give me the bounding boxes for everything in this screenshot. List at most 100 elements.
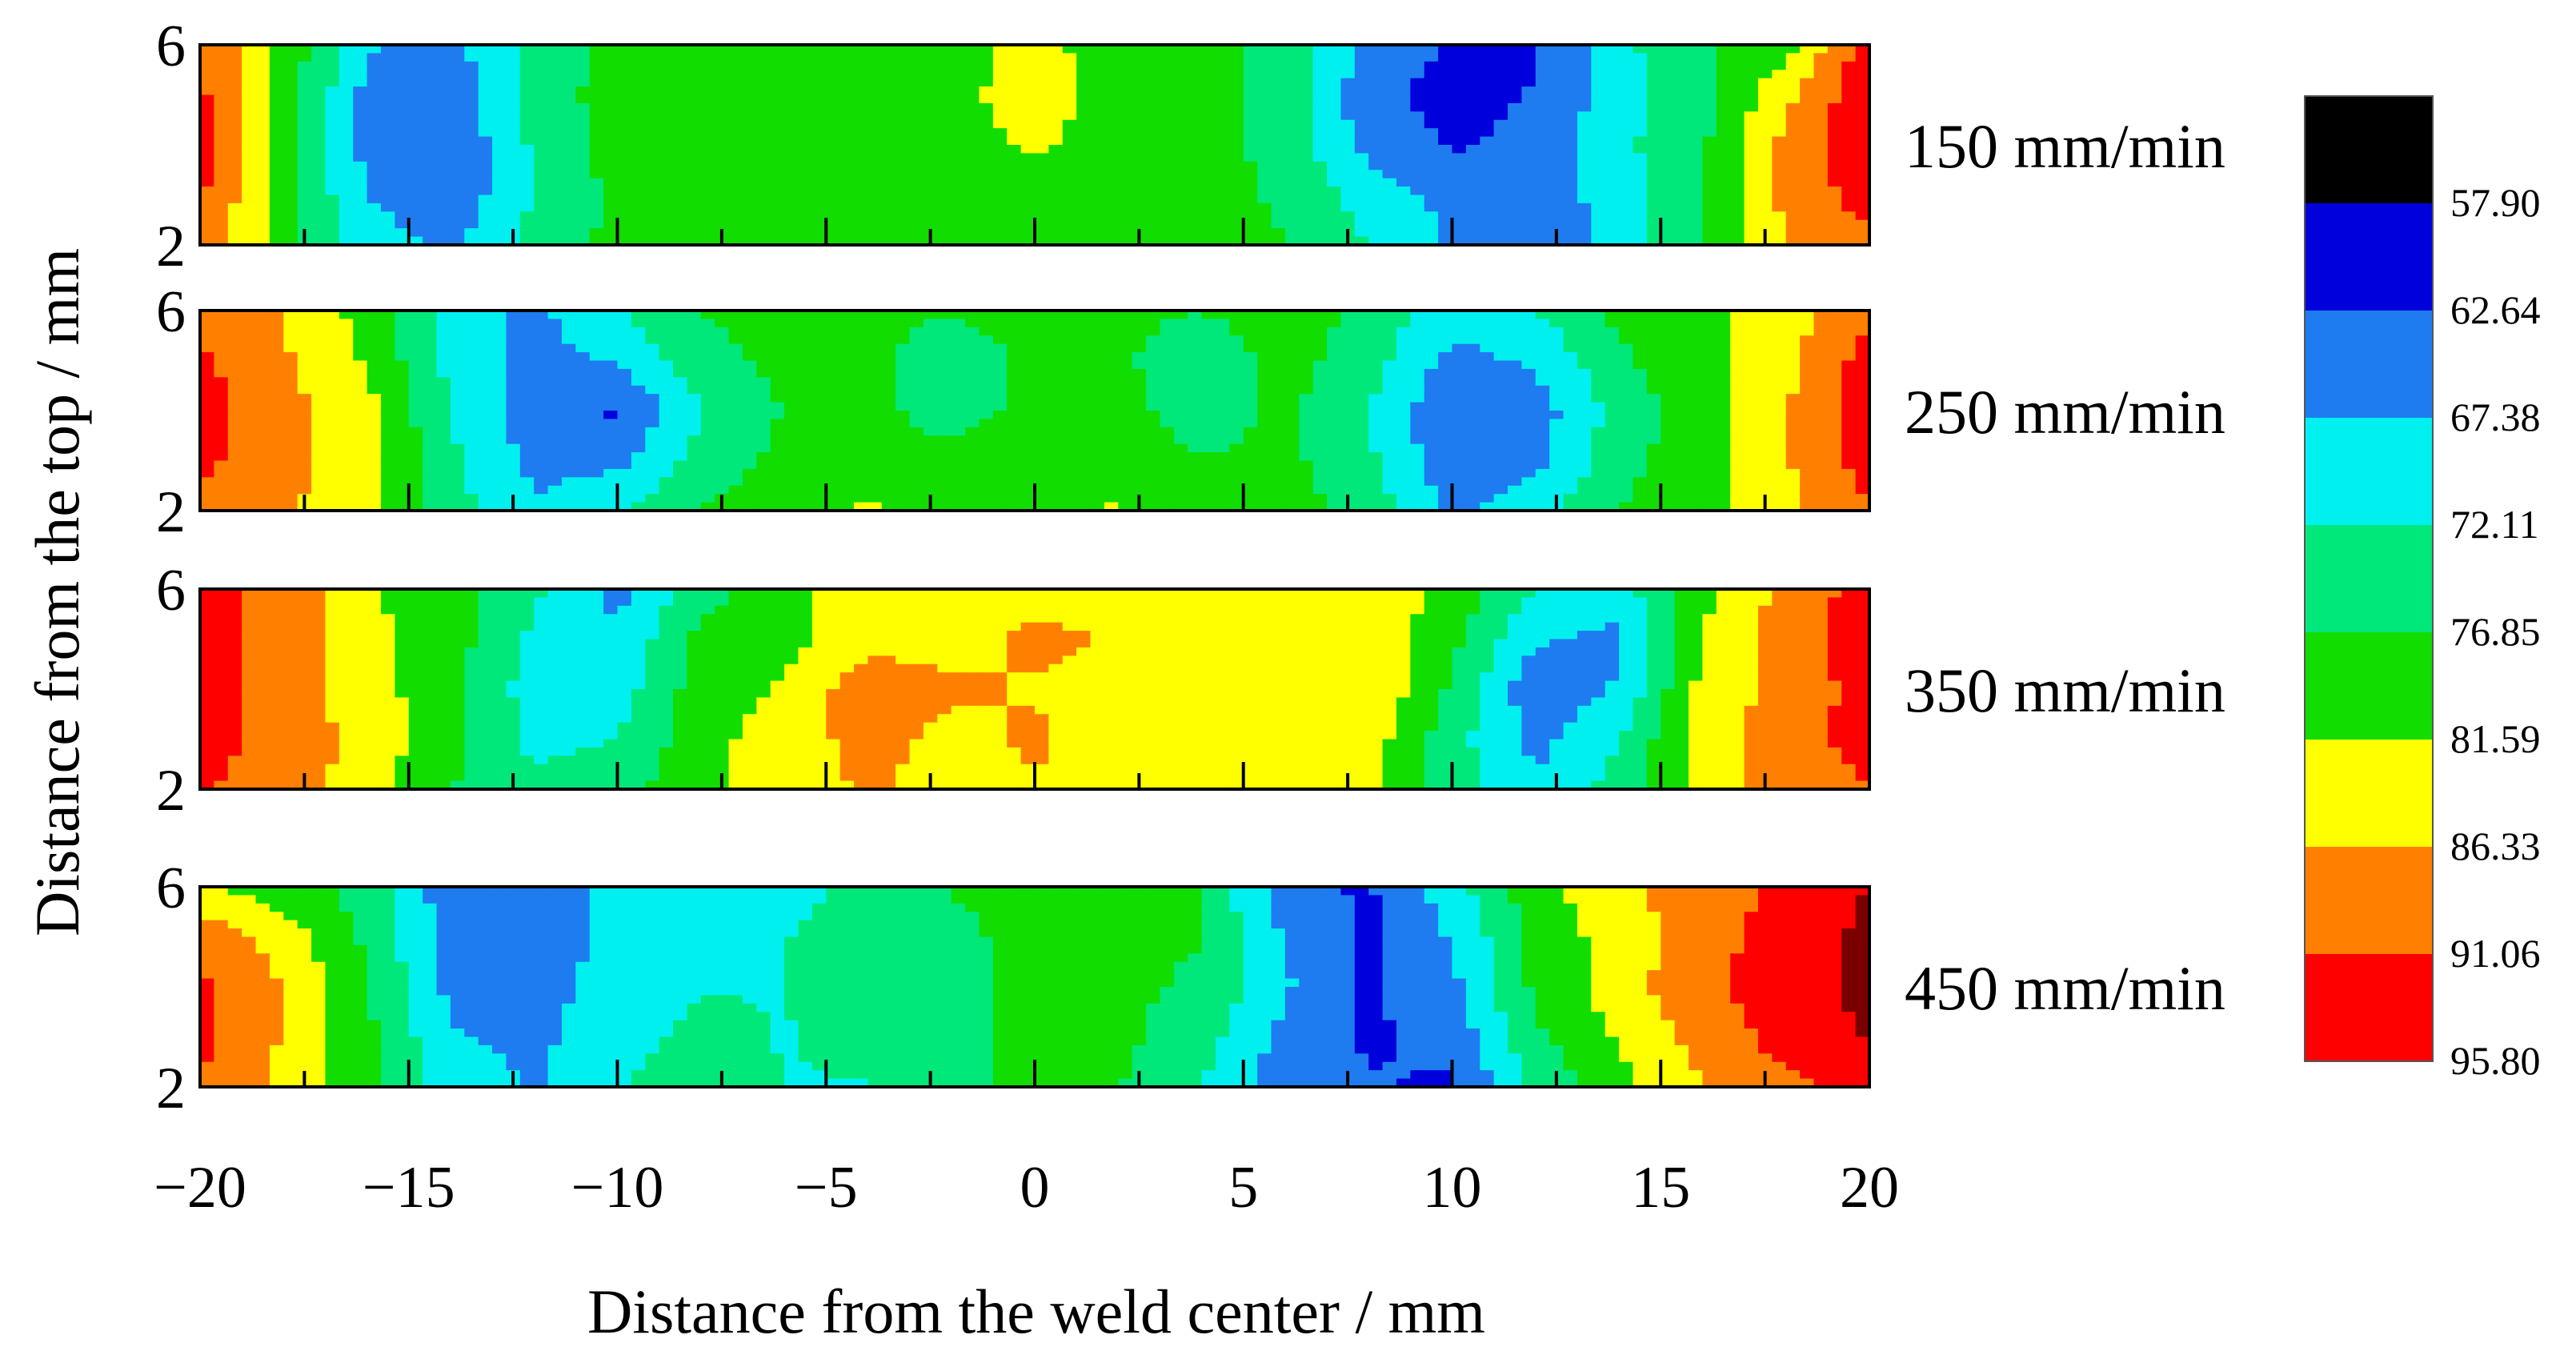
contour-cell <box>1800 170 1815 179</box>
contour-cell <box>547 435 563 445</box>
contour-cell <box>269 335 285 345</box>
contour-cell <box>1257 452 1272 462</box>
contour-cell <box>423 368 438 379</box>
contour-cell <box>1104 161 1120 171</box>
contour-cell <box>200 327 215 337</box>
contour-cell <box>575 352 591 362</box>
contour-cell <box>1438 343 1453 353</box>
contour-cell <box>715 170 730 179</box>
contour-cell <box>756 128 771 138</box>
contour-cell <box>408 402 423 411</box>
contour-cell <box>854 78 869 87</box>
contour-cell <box>395 377 410 387</box>
contour-cell <box>1340 343 1356 353</box>
contour-cell <box>770 435 785 445</box>
contour-cell <box>1146 343 1161 353</box>
contour-cell <box>951 311 966 320</box>
contour-cell <box>367 319 382 328</box>
contour-cell <box>1549 102 1564 113</box>
contour-cell <box>1173 194 1189 204</box>
contour-cell <box>715 194 730 204</box>
contour-cell <box>450 178 466 187</box>
contour-cell <box>561 452 577 462</box>
contour-cell <box>881 236 896 246</box>
contour-cell <box>339 360 355 370</box>
contour-cell <box>1591 443 1606 453</box>
contour-cell <box>1633 202 1648 213</box>
contour-cell <box>826 61 841 71</box>
contour-cell <box>1312 402 1328 411</box>
contour-cell <box>1841 211 1857 221</box>
contour-cell <box>617 102 632 113</box>
contour-cell <box>339 385 355 395</box>
contour-cell <box>311 343 327 353</box>
contour-cell <box>1576 102 1592 113</box>
contour-cell <box>367 119 382 129</box>
contour-cell <box>1508 94 1523 104</box>
contour-cell <box>700 394 715 403</box>
contour-cell <box>1382 319 1397 328</box>
contour-cell <box>979 94 994 104</box>
contour-cell <box>1549 435 1564 445</box>
contour-cell <box>826 111 841 121</box>
contour-cell <box>311 211 327 221</box>
contour-cell <box>1048 327 1064 337</box>
contour-cell <box>1201 70 1216 79</box>
contour-cell <box>1813 186 1829 196</box>
contour-cell <box>839 45 855 54</box>
contour-cell <box>353 327 368 337</box>
contour-cell <box>1619 219 1634 229</box>
contour-cell <box>923 411 939 420</box>
contour-cell <box>965 327 980 337</box>
contour-cell <box>839 377 855 387</box>
contour-cell <box>1035 343 1050 353</box>
contour-cell <box>1465 170 1481 179</box>
contour-cell <box>1841 377 1857 387</box>
contour-cell <box>1535 377 1550 387</box>
contour-cell <box>1772 178 1787 187</box>
contour-cell <box>325 411 340 420</box>
contour-cell <box>200 136 215 146</box>
contour-cell <box>1188 78 1203 87</box>
contour-cell <box>339 402 355 411</box>
contour-cell <box>1007 78 1022 87</box>
contour-cell <box>1007 86 1022 96</box>
contour-cell <box>1508 136 1523 146</box>
contour-cell <box>659 161 674 171</box>
contour-cell <box>1535 452 1550 462</box>
contour-cell <box>1368 443 1384 453</box>
contour-cell <box>1396 419 1412 428</box>
contour-cell <box>979 327 994 337</box>
contour-cell <box>1271 443 1286 453</box>
contour-cell <box>589 153 604 162</box>
contour-cell <box>1800 102 1815 113</box>
contour-cell <box>1382 45 1397 54</box>
contour-cell <box>395 61 410 71</box>
contour-cell <box>227 311 242 320</box>
contour-cell <box>255 61 270 71</box>
contour-cell <box>1312 86 1328 96</box>
contour-cell <box>269 311 285 320</box>
contour-cell <box>1188 385 1203 395</box>
contour-cell <box>742 228 758 238</box>
contour-cell <box>603 427 619 437</box>
contour-cell <box>1090 194 1105 204</box>
contour-cell <box>269 327 285 337</box>
contour-cell <box>464 311 479 320</box>
contour-cell <box>297 402 312 411</box>
contour-cell <box>645 411 660 420</box>
contour-cell <box>325 319 340 328</box>
contour-cell <box>1591 219 1606 229</box>
contour-cell <box>1604 452 1620 462</box>
contour-cell <box>715 202 730 213</box>
contour-cell <box>1549 78 1564 87</box>
contour-cell <box>770 78 785 87</box>
contour-cell <box>395 452 410 462</box>
contour-cell <box>798 435 813 445</box>
contour-cell <box>478 170 493 179</box>
contour-cell <box>1508 368 1523 379</box>
contour-cell <box>965 211 980 221</box>
contour-cell <box>519 219 535 229</box>
contour-cell <box>756 411 771 420</box>
